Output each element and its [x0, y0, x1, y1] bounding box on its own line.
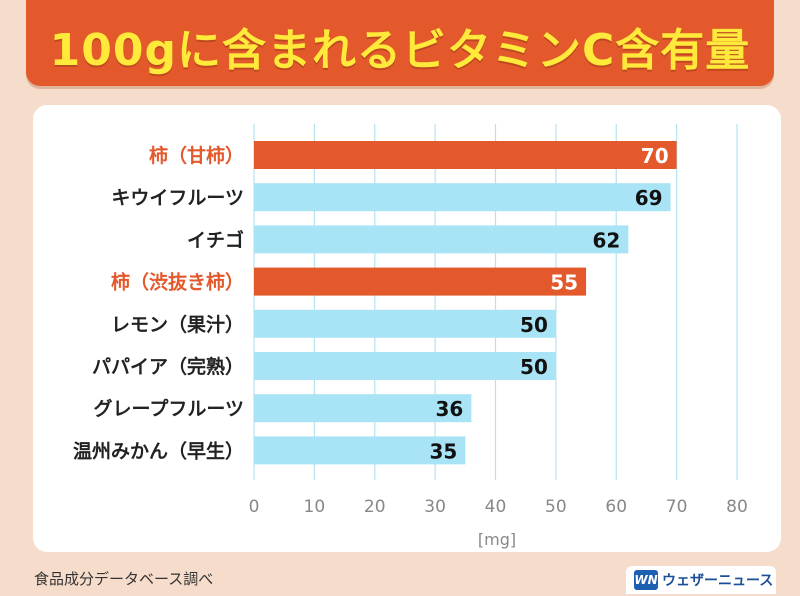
tick-label: 80	[726, 497, 748, 517]
chart-title: 100gに含まれるビタミンC含有量	[49, 25, 751, 76]
category-label: キウイフルーツ	[111, 187, 244, 209]
bar	[254, 394, 472, 423]
bar	[254, 225, 629, 254]
value-label: 35	[429, 439, 457, 463]
tick-label: 50	[545, 497, 567, 517]
bar	[254, 141, 677, 169]
tick-label: 40	[485, 497, 507, 517]
value-label: 50	[520, 355, 548, 379]
bar	[254, 436, 466, 465]
tick-label: 20	[364, 497, 386, 517]
value-label: 36	[436, 397, 464, 421]
brand-name: ウェザーニュース	[662, 573, 774, 589]
tick-label: 10	[304, 497, 326, 517]
category-label: パパイア（完熟）	[92, 355, 244, 378]
value-label: 50	[520, 313, 548, 337]
tick-label: 30	[424, 497, 446, 517]
bar	[254, 183, 671, 212]
title-banner: 100gに含まれるビタミンC含有量	[26, 0, 774, 86]
tick-label: 70	[666, 497, 688, 517]
category-label: レモン（果汁）	[111, 313, 244, 336]
value-label: 70	[641, 144, 669, 168]
tick-label: 60	[605, 497, 627, 517]
value-label: 69	[635, 186, 663, 210]
source-note: 食品成分データベース調べ	[34, 570, 214, 588]
bar	[254, 309, 556, 338]
bar	[254, 352, 556, 380]
x-axis-label: [mg]	[478, 530, 516, 549]
category-label: グレープフルーツ	[94, 397, 244, 420]
category-label: 温州みかん（早生）	[73, 439, 244, 462]
category-label: 柿（渋抜き柿）	[111, 271, 244, 294]
value-label: 55	[550, 271, 578, 295]
tick-label: 0	[249, 497, 260, 517]
category-label: 柿（甘柿）	[149, 144, 244, 167]
brand-mark: WN	[634, 570, 658, 590]
value-label: 62	[592, 228, 620, 252]
bar	[254, 267, 587, 296]
brand-logo: WN ウェザーニュース	[626, 566, 776, 594]
category-label: イチゴ	[187, 228, 244, 251]
